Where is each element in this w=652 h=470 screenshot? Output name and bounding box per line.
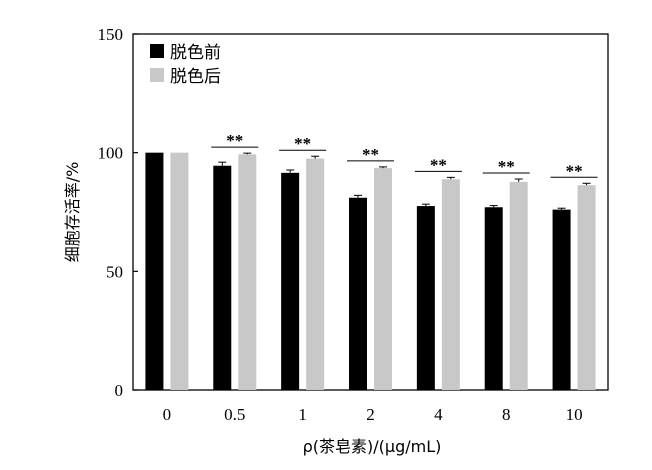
significance-mark: ** xyxy=(498,157,515,176)
bar xyxy=(552,209,571,390)
y-tick-label: 100 xyxy=(98,144,124,163)
bar xyxy=(577,185,596,390)
bar xyxy=(213,165,232,390)
legend-swatch xyxy=(150,68,164,82)
x-tick-label: 2 xyxy=(366,405,375,424)
x-tick-label: 8 xyxy=(502,405,511,424)
bar xyxy=(416,206,435,390)
bar xyxy=(170,152,189,390)
significance-mark: ** xyxy=(430,155,447,174)
y-tick-label: 150 xyxy=(98,25,124,44)
bar xyxy=(441,179,460,390)
x-axis-label: ρ(茶皂素)/(μg/mL) xyxy=(303,437,442,456)
bar xyxy=(349,197,367,390)
significance-mark: ** xyxy=(566,161,583,180)
x-tick-label: 0 xyxy=(163,405,172,424)
legend-label: 脱色前 xyxy=(170,43,221,63)
bar xyxy=(145,152,164,390)
bar xyxy=(306,158,325,390)
plot-frame xyxy=(132,33,609,391)
y-tick-label: 50 xyxy=(106,262,123,281)
y-tick-label: 0 xyxy=(115,381,124,400)
bar xyxy=(281,172,300,390)
significance-mark: ** xyxy=(362,145,379,164)
x-tick-label: 10 xyxy=(566,405,583,424)
significance-mark: ** xyxy=(226,131,243,150)
x-tick-label: 4 xyxy=(434,405,443,424)
significance-mark: ** xyxy=(294,134,311,153)
x-tick-label: 1 xyxy=(298,405,307,424)
bar xyxy=(374,168,392,390)
legend-label: 脱色后 xyxy=(170,67,221,87)
bar xyxy=(509,181,528,390)
x-tick-label: 0.5 xyxy=(224,405,245,424)
legend-swatch xyxy=(150,44,164,58)
y-axis-label: 细胞存活率/% xyxy=(63,162,82,263)
bar xyxy=(238,154,257,390)
bar xyxy=(484,207,503,390)
